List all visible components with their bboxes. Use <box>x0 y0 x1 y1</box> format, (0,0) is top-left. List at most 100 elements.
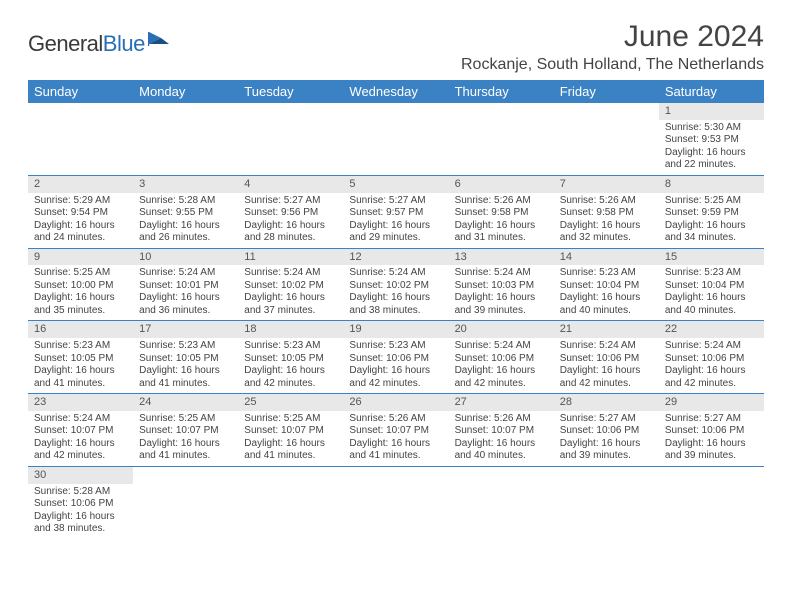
logo-text-b: Blue <box>103 31 145 56</box>
day-number-cell: 11 <box>238 248 343 265</box>
day-number-cell: 27 <box>449 394 554 411</box>
day-content-cell <box>449 484 554 539</box>
day-content-cell: Sunrise: 5:24 AMSunset: 10:06 PMDaylight… <box>449 338 554 394</box>
day-content-cell <box>238 120 343 176</box>
day-number-cell: 5 <box>343 175 448 192</box>
day-number-cell: 19 <box>343 321 448 338</box>
day-header: Saturday <box>659 80 764 103</box>
day-content-cell: Sunrise: 5:23 AMSunset: 10:05 PMDaylight… <box>28 338 133 394</box>
day-number-cell: 10 <box>133 248 238 265</box>
day-content-cell: Sunrise: 5:28 AMSunset: 9:55 PMDaylight:… <box>133 193 238 249</box>
day-number-cell: 23 <box>28 394 133 411</box>
day-content-cell: Sunrise: 5:24 AMSunset: 10:02 PMDaylight… <box>238 265 343 321</box>
day-content-cell: Sunrise: 5:27 AMSunset: 10:06 PMDaylight… <box>554 411 659 467</box>
day-number-cell: 1 <box>659 103 764 120</box>
daynum-row: 16171819202122 <box>28 321 764 338</box>
day-content-cell: Sunrise: 5:26 AMSunset: 9:58 PMDaylight:… <box>554 193 659 249</box>
day-content-cell <box>238 484 343 539</box>
day-number-cell: 30 <box>28 466 133 483</box>
daynum-row: 30 <box>28 466 764 483</box>
day-number-cell: 13 <box>449 248 554 265</box>
month-title: June 2024 <box>461 20 764 54</box>
day-content-cell: Sunrise: 5:26 AMSunset: 10:07 PMDaylight… <box>449 411 554 467</box>
day-header: Thursday <box>449 80 554 103</box>
calendar-header-row: SundayMondayTuesdayWednesdayThursdayFrid… <box>28 80 764 103</box>
day-content-cell: Sunrise: 5:25 AMSunset: 10:00 PMDaylight… <box>28 265 133 321</box>
day-number-cell <box>343 103 448 120</box>
day-header: Friday <box>554 80 659 103</box>
page-header: GeneralBlue June 2024 Rockanje, South Ho… <box>28 20 764 74</box>
day-number-cell: 21 <box>554 321 659 338</box>
day-content-cell: Sunrise: 5:30 AMSunset: 9:53 PMDaylight:… <box>659 120 764 176</box>
day-number-cell: 22 <box>659 321 764 338</box>
day-number-cell <box>449 103 554 120</box>
day-number-cell <box>238 466 343 483</box>
day-number-cell: 12 <box>343 248 448 265</box>
day-content-cell <box>133 484 238 539</box>
day-content-cell <box>554 484 659 539</box>
day-number-cell <box>554 466 659 483</box>
content-row: Sunrise: 5:29 AMSunset: 9:54 PMDaylight:… <box>28 193 764 249</box>
logo-text-a: General <box>28 31 103 56</box>
day-number-cell: 28 <box>554 394 659 411</box>
day-content-cell: Sunrise: 5:23 AMSunset: 10:05 PMDaylight… <box>133 338 238 394</box>
location-text: Rockanje, South Holland, The Netherlands <box>461 56 764 74</box>
day-content-cell: Sunrise: 5:27 AMSunset: 10:06 PMDaylight… <box>659 411 764 467</box>
daynum-row: 1 <box>28 103 764 120</box>
day-content-cell: Sunrise: 5:24 AMSunset: 10:06 PMDaylight… <box>554 338 659 394</box>
day-number-cell: 16 <box>28 321 133 338</box>
day-content-cell <box>28 120 133 176</box>
day-number-cell: 4 <box>238 175 343 192</box>
day-content-cell: Sunrise: 5:24 AMSunset: 10:01 PMDaylight… <box>133 265 238 321</box>
day-number-cell <box>554 103 659 120</box>
day-content-cell: Sunrise: 5:24 AMSunset: 10:07 PMDaylight… <box>28 411 133 467</box>
logo: GeneralBlue <box>28 30 173 57</box>
day-content-cell <box>343 484 448 539</box>
daynum-row: 9101112131415 <box>28 248 764 265</box>
day-content-cell: Sunrise: 5:24 AMSunset: 10:06 PMDaylight… <box>659 338 764 394</box>
day-number-cell <box>449 466 554 483</box>
logo-text: GeneralBlue <box>28 31 145 57</box>
day-number-cell: 20 <box>449 321 554 338</box>
day-number-cell: 6 <box>449 175 554 192</box>
day-number-cell: 8 <box>659 175 764 192</box>
content-row: Sunrise: 5:24 AMSunset: 10:07 PMDaylight… <box>28 411 764 467</box>
day-number-cell: 7 <box>554 175 659 192</box>
day-content-cell: Sunrise: 5:23 AMSunset: 10:04 PMDaylight… <box>554 265 659 321</box>
day-content-cell: Sunrise: 5:26 AMSunset: 9:58 PMDaylight:… <box>449 193 554 249</box>
day-number-cell: 17 <box>133 321 238 338</box>
day-number-cell: 15 <box>659 248 764 265</box>
day-content-cell: Sunrise: 5:26 AMSunset: 10:07 PMDaylight… <box>343 411 448 467</box>
day-content-cell <box>449 120 554 176</box>
day-number-cell: 14 <box>554 248 659 265</box>
day-content-cell: Sunrise: 5:25 AMSunset: 9:59 PMDaylight:… <box>659 193 764 249</box>
day-number-cell <box>238 103 343 120</box>
day-content-cell: Sunrise: 5:24 AMSunset: 10:03 PMDaylight… <box>449 265 554 321</box>
daynum-row: 23242526272829 <box>28 394 764 411</box>
day-number-cell <box>659 466 764 483</box>
day-content-cell: Sunrise: 5:27 AMSunset: 9:56 PMDaylight:… <box>238 193 343 249</box>
day-number-cell: 26 <box>343 394 448 411</box>
day-number-cell: 25 <box>238 394 343 411</box>
daynum-row: 2345678 <box>28 175 764 192</box>
title-block: June 2024 Rockanje, South Holland, The N… <box>461 20 764 74</box>
day-number-cell: 3 <box>133 175 238 192</box>
flag-icon <box>147 30 173 55</box>
day-content-cell <box>659 484 764 539</box>
content-row: Sunrise: 5:30 AMSunset: 9:53 PMDaylight:… <box>28 120 764 176</box>
day-number-cell: 9 <box>28 248 133 265</box>
day-number-cell <box>133 103 238 120</box>
day-content-cell <box>133 120 238 176</box>
day-number-cell: 18 <box>238 321 343 338</box>
day-content-cell: Sunrise: 5:23 AMSunset: 10:05 PMDaylight… <box>238 338 343 394</box>
day-content-cell: Sunrise: 5:29 AMSunset: 9:54 PMDaylight:… <box>28 193 133 249</box>
day-header: Tuesday <box>238 80 343 103</box>
day-header: Wednesday <box>343 80 448 103</box>
content-row: Sunrise: 5:25 AMSunset: 10:00 PMDaylight… <box>28 265 764 321</box>
day-number-cell: 29 <box>659 394 764 411</box>
content-row: Sunrise: 5:23 AMSunset: 10:05 PMDaylight… <box>28 338 764 394</box>
day-content-cell: Sunrise: 5:23 AMSunset: 10:04 PMDaylight… <box>659 265 764 321</box>
day-header: Sunday <box>28 80 133 103</box>
day-content-cell: Sunrise: 5:28 AMSunset: 10:06 PMDaylight… <box>28 484 133 539</box>
day-content-cell: Sunrise: 5:23 AMSunset: 10:06 PMDaylight… <box>343 338 448 394</box>
